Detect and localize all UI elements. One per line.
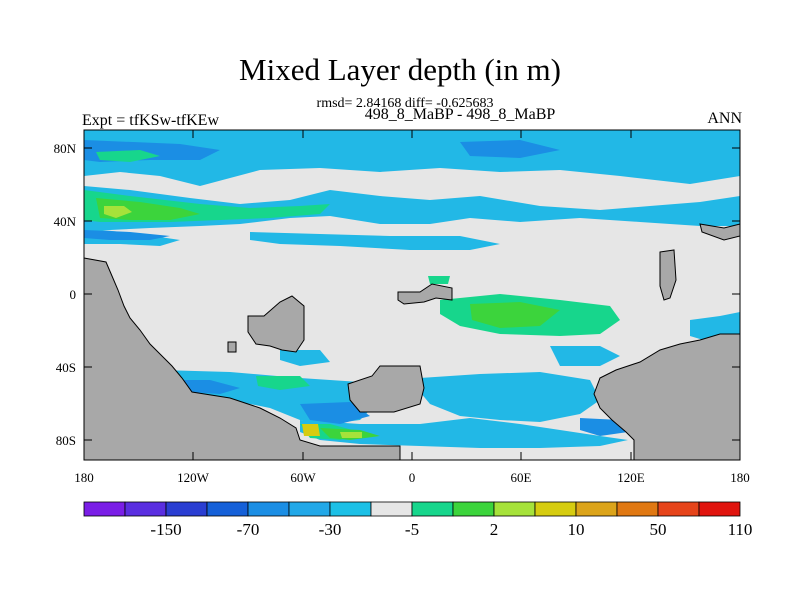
- lat-tick-0: 0: [70, 287, 740, 302]
- colorbar-label: 110: [728, 520, 753, 539]
- latitude-axis: 80N 40N 0 40S 80S: [54, 141, 740, 448]
- season-label: ANN: [707, 110, 742, 127]
- island-north: [397, 283, 453, 305]
- colorbar-label: -70: [237, 520, 260, 539]
- lon-label: 0: [409, 470, 416, 485]
- colorbar-box: [247, 501, 290, 517]
- lat-label: 0: [70, 287, 77, 302]
- colorbar-box: [534, 501, 577, 517]
- lat-label: 80S: [56, 433, 76, 448]
- island-west: [247, 295, 305, 353]
- lon-label: 180: [730, 470, 750, 485]
- lon-tick-60E: 60E: [511, 130, 532, 485]
- colorbar-box: [411, 501, 454, 517]
- colorbar-label: 50: [650, 520, 667, 539]
- experiment-subtitle: 498_8_MaBP - 498_8_MaBP: [364, 106, 556, 123]
- lat-tick-40S: 40S: [56, 360, 740, 375]
- lat-label: 40S: [56, 360, 76, 375]
- lat-tick-80N: 80N: [54, 141, 740, 156]
- colorbar-box: [288, 501, 331, 517]
- lon-tick-0: 0: [409, 130, 416, 485]
- land-mask: [83, 223, 741, 461]
- map-plot-area: [83, 129, 741, 461]
- colorbar-labels: -150 -70 -30 -5 2 10 50 110: [150, 520, 752, 539]
- lat-tick-40N: 40N: [54, 214, 740, 229]
- lon-tick-120W: 120W: [177, 130, 210, 485]
- island-far-east: [659, 249, 677, 301]
- lon-label: 180: [74, 470, 94, 485]
- colorbar-box: [575, 501, 618, 517]
- colorbar-label: 2: [490, 520, 499, 539]
- lon-tick-120E: 120E: [617, 130, 645, 485]
- lat-tick-80S: 80S: [56, 433, 740, 448]
- colorbar-box: [124, 501, 167, 517]
- lon-label: 60W: [290, 470, 316, 485]
- cyan-contours: [84, 130, 740, 448]
- colorbar-box: [657, 501, 700, 517]
- longitude-axis: 180 120W 60W 0 60E 120E 180: [74, 130, 750, 485]
- lon-label: 60E: [511, 470, 532, 485]
- americas-land: [83, 257, 401, 461]
- colorbar-label: -30: [319, 520, 342, 539]
- lon-tick-60W: 60W: [290, 130, 316, 485]
- yellow-contours: [104, 206, 362, 438]
- colorbar-box: [616, 501, 659, 517]
- colorbar-box: [83, 501, 126, 517]
- colorbar-box: [493, 501, 536, 517]
- colorbar: -150 -70 -30 -5 2 10 50 110: [83, 501, 752, 539]
- colorbar-label: -5: [405, 520, 419, 539]
- colorbar-box: [206, 501, 249, 517]
- colorbar-box: [329, 501, 372, 517]
- lon-tick-180W: 180: [74, 452, 94, 485]
- colorbar-box: [698, 501, 741, 517]
- lon-label: 120E: [617, 470, 645, 485]
- lon-label: 120W: [177, 470, 210, 485]
- blue-contours: [84, 140, 628, 436]
- lon-tick-180E: 180: [730, 452, 750, 485]
- colorbar-box: [370, 501, 413, 517]
- island-east: [347, 365, 425, 413]
- map-title: Mixed Layer depth (in m): [239, 52, 561, 87]
- small-islet: [227, 341, 237, 353]
- colorbar-box: [165, 501, 208, 517]
- colorbar-label: 10: [568, 520, 585, 539]
- colorbar-label: -150: [150, 520, 181, 539]
- stats-text: rmsd= 2.84168 diff= -0.625683: [316, 96, 494, 111]
- lat-label: 40N: [54, 214, 77, 229]
- left-label: Expt = tfKSw-tfKEw: [82, 112, 220, 129]
- colorbar-boxes: [83, 501, 741, 517]
- colorbar-box: [452, 501, 495, 517]
- lat-label: 80N: [54, 141, 77, 156]
